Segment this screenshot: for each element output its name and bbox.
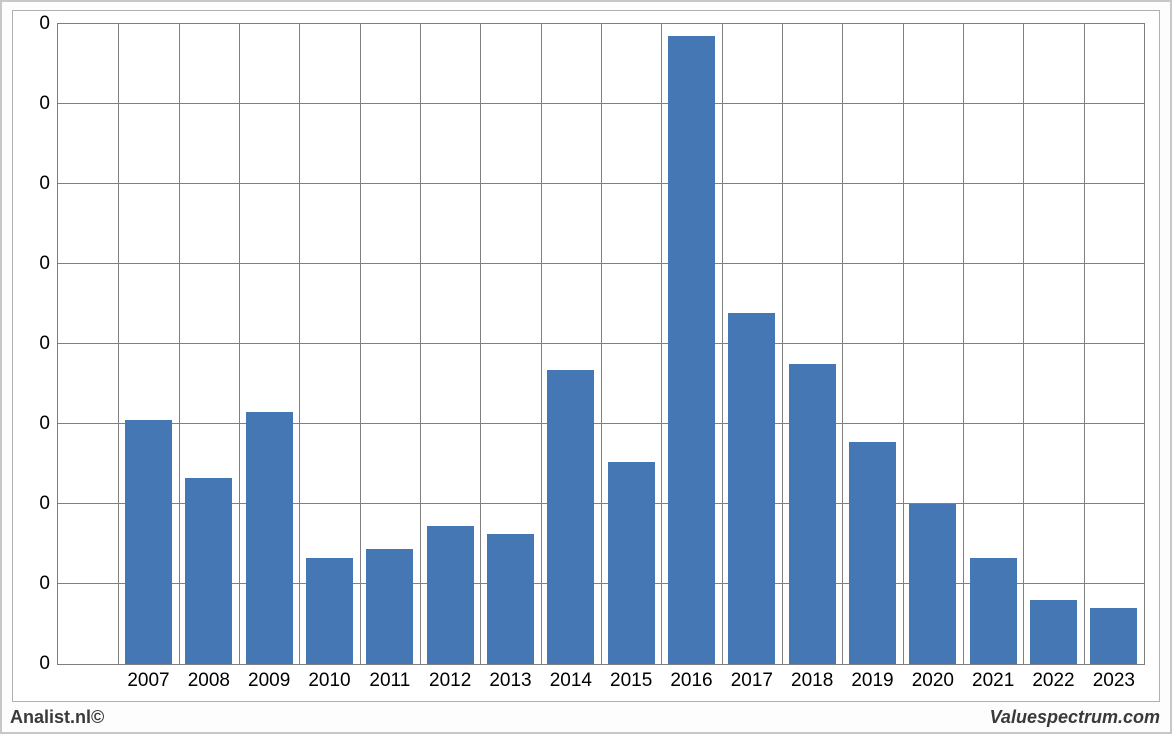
- y-axis-tick-label: 0: [39, 573, 50, 595]
- x-axis-tick-label: 2014: [550, 670, 592, 692]
- x-axis-tick-label: 2021: [972, 670, 1014, 692]
- bar-2019: [849, 442, 896, 664]
- grid-line-vertical: [903, 24, 904, 664]
- x-axis-tick-label: 2009: [248, 670, 290, 692]
- chart-frame: 0 0 0 0 0 0 0 0 0 2007 2008 2009 2010 2011 2012 2013 201…: [12, 10, 1160, 702]
- x-axis-tick-label: 2011: [369, 670, 410, 692]
- grid-line-vertical: [299, 24, 300, 664]
- x-axis-tick-label: 2015: [610, 670, 652, 692]
- grid-line-vertical: [601, 24, 602, 664]
- y-axis-tick-label: 0: [39, 253, 50, 275]
- bar-2022: [1030, 600, 1077, 664]
- grid-line-vertical: [1084, 24, 1085, 664]
- x-axis-tick-label: 2008: [188, 670, 230, 692]
- bar-2016: [668, 36, 715, 664]
- bar-2015: [608, 462, 655, 664]
- chart-outer-frame: 0 0 0 0 0 0 0 0 0 2007 2008 2009 2010 2011 2012 2013 201…: [0, 0, 1172, 734]
- x-axis-tick-label: 2022: [1032, 670, 1074, 692]
- bar-2008: [185, 478, 232, 664]
- x-axis-tick-label: 2010: [308, 670, 350, 692]
- grid-line-vertical: [963, 24, 964, 664]
- grid-line-vertical: [118, 24, 119, 664]
- plot-area: 0000000002007200820092010201120122013201…: [57, 23, 1145, 665]
- bar-2013: [487, 534, 534, 664]
- x-axis-tick-label: 2018: [791, 670, 833, 692]
- grid-line-vertical: [722, 24, 723, 664]
- bar-2021: [970, 558, 1017, 664]
- x-axis-tick-label: 2013: [489, 670, 531, 692]
- grid-line-vertical: [420, 24, 421, 664]
- bar-2010: [306, 558, 353, 664]
- bar-2017: [728, 313, 775, 664]
- y-axis-tick-label: 0: [39, 173, 50, 195]
- grid-line-vertical: [541, 24, 542, 664]
- footer-right-credit: Valuespectrum.com: [990, 707, 1160, 728]
- x-axis-tick-label: 2017: [731, 670, 773, 692]
- bar-2009: [246, 412, 293, 664]
- grid-line-vertical: [239, 24, 240, 664]
- bar-2023: [1090, 608, 1137, 664]
- grid-line-vertical: [360, 24, 361, 664]
- y-axis-tick-label: 0: [39, 413, 50, 435]
- bar-2012: [427, 526, 474, 664]
- bar-2020: [909, 504, 956, 664]
- y-axis-tick-label: 0: [39, 13, 50, 35]
- grid-line-vertical: [179, 24, 180, 664]
- footer-left-credit: Analist.nl©: [10, 707, 104, 728]
- x-axis-tick-label: 2016: [670, 670, 712, 692]
- y-axis-tick-label: 0: [39, 653, 50, 675]
- x-axis-tick-label: 2023: [1093, 670, 1135, 692]
- grid-line-vertical: [480, 24, 481, 664]
- grid-line-vertical: [842, 24, 843, 664]
- grid-line-vertical: [1023, 24, 1024, 664]
- bar-2011: [366, 549, 413, 664]
- bar-2007: [125, 420, 172, 664]
- x-axis-tick-label: 2007: [127, 670, 169, 692]
- x-axis-tick-label: 2020: [912, 670, 954, 692]
- grid-line-vertical: [661, 24, 662, 664]
- bar-2014: [547, 370, 594, 664]
- bar-2018: [789, 364, 836, 664]
- grid-line-vertical: [782, 24, 783, 664]
- x-axis-tick-label: 2012: [429, 670, 471, 692]
- x-axis-tick-label: 2019: [851, 670, 893, 692]
- y-axis-tick-label: 0: [39, 93, 50, 115]
- y-axis-tick-label: 0: [39, 493, 50, 515]
- y-axis-tick-label: 0: [39, 333, 50, 355]
